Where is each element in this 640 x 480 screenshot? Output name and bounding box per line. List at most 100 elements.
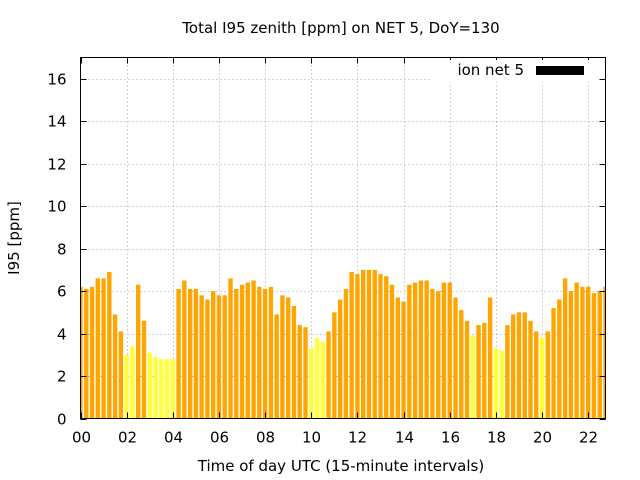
bar bbox=[464, 320, 470, 419]
bar bbox=[80, 286, 83, 419]
bar bbox=[545, 331, 550, 419]
x-tick-label: 06 bbox=[210, 429, 229, 447]
bar bbox=[562, 278, 568, 419]
bar bbox=[349, 271, 354, 419]
bar bbox=[216, 295, 222, 419]
bar bbox=[430, 288, 435, 419]
bar bbox=[389, 284, 395, 419]
bar bbox=[366, 269, 372, 419]
x-tick-label: 12 bbox=[348, 429, 367, 447]
x-tick-label: 10 bbox=[302, 429, 321, 447]
bar bbox=[482, 322, 487, 419]
legend-label: ion net 5 bbox=[457, 61, 524, 79]
x-tick-label: 22 bbox=[579, 429, 598, 447]
bar bbox=[257, 286, 262, 419]
bar bbox=[591, 293, 597, 419]
bar bbox=[314, 337, 320, 419]
plot-frame bbox=[80, 57, 606, 419]
bar bbox=[361, 269, 366, 419]
bar bbox=[274, 314, 279, 419]
bar bbox=[251, 280, 256, 419]
bar bbox=[580, 286, 585, 419]
x-tick-label: 14 bbox=[395, 429, 414, 447]
bar bbox=[136, 284, 141, 419]
bar bbox=[222, 295, 227, 419]
bar bbox=[89, 286, 95, 419]
bar bbox=[516, 312, 522, 419]
bar bbox=[95, 278, 100, 419]
bar bbox=[447, 282, 452, 419]
bar bbox=[309, 348, 314, 419]
bar bbox=[412, 282, 418, 419]
bar bbox=[187, 288, 193, 419]
bar bbox=[124, 354, 129, 419]
bar bbox=[534, 331, 539, 419]
bar bbox=[153, 356, 158, 419]
legend-background bbox=[430, 60, 598, 82]
bar bbox=[159, 359, 164, 419]
x-tick-label: 18 bbox=[487, 429, 506, 447]
x-tick-label: 00 bbox=[72, 429, 91, 447]
y-tick-label: 10 bbox=[47, 198, 66, 216]
bar bbox=[505, 325, 510, 419]
bar bbox=[407, 284, 412, 419]
bar bbox=[297, 325, 302, 419]
bar bbox=[603, 286, 606, 419]
bar bbox=[199, 295, 204, 419]
bar bbox=[574, 282, 579, 419]
bar bbox=[355, 274, 360, 419]
bar bbox=[112, 314, 118, 419]
bar bbox=[568, 291, 574, 419]
y-axis-title: I95 [ppm] bbox=[5, 201, 23, 275]
bar bbox=[441, 282, 447, 419]
y-tick-label: 14 bbox=[47, 113, 66, 131]
bar bbox=[326, 331, 331, 419]
x-tick-label: 08 bbox=[256, 429, 275, 447]
bar bbox=[487, 297, 493, 419]
bars bbox=[80, 269, 606, 419]
bar bbox=[84, 288, 89, 419]
bar bbox=[528, 320, 533, 419]
bar bbox=[384, 276, 389, 419]
bar bbox=[436, 291, 441, 419]
legend-swatch bbox=[536, 66, 584, 75]
bar bbox=[262, 288, 268, 419]
chart-title: Total I95 zenith [ppm] on NET 5, DoY=130 bbox=[181, 19, 499, 37]
bar bbox=[141, 320, 147, 419]
bar bbox=[522, 312, 527, 419]
y-tick-label: 2 bbox=[57, 368, 67, 386]
bar bbox=[418, 280, 424, 419]
bar bbox=[557, 299, 562, 419]
bar bbox=[176, 288, 181, 419]
y-tick-label: 4 bbox=[57, 326, 67, 344]
bar bbox=[245, 282, 250, 419]
bar bbox=[401, 301, 406, 419]
x-tick-label: 16 bbox=[441, 429, 460, 447]
bar bbox=[332, 312, 337, 419]
bar bbox=[164, 359, 170, 419]
legend: ion net 5 bbox=[430, 60, 598, 82]
bar bbox=[280, 295, 285, 419]
bar bbox=[239, 284, 245, 419]
bar bbox=[205, 299, 210, 419]
y-tick-label: 6 bbox=[57, 283, 67, 301]
bar bbox=[343, 288, 349, 419]
x-tick-label: 04 bbox=[164, 429, 183, 447]
x-tick-labels: 00 02 04 06 08 10 12 14 16 18 20 22 bbox=[72, 429, 598, 447]
bar bbox=[476, 325, 481, 419]
bar bbox=[539, 337, 545, 419]
bar bbox=[424, 280, 429, 419]
bar bbox=[234, 288, 239, 419]
y-tick-label: 12 bbox=[47, 156, 66, 174]
y-tick-label: 0 bbox=[57, 411, 67, 429]
bar bbox=[395, 297, 400, 419]
y-tick-label: 8 bbox=[57, 241, 67, 259]
bar bbox=[372, 269, 377, 419]
bar bbox=[470, 335, 475, 419]
y-tick-labels: 0 2 4 6 8 10 12 14 16 bbox=[47, 71, 66, 429]
bar bbox=[211, 291, 216, 419]
bar bbox=[586, 286, 591, 419]
bar bbox=[182, 280, 187, 419]
x-tick-label: 02 bbox=[118, 429, 137, 447]
bar bbox=[499, 350, 504, 419]
